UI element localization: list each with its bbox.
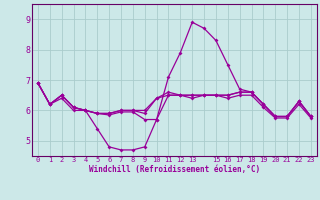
X-axis label: Windchill (Refroidissement éolien,°C): Windchill (Refroidissement éolien,°C) bbox=[89, 165, 260, 174]
